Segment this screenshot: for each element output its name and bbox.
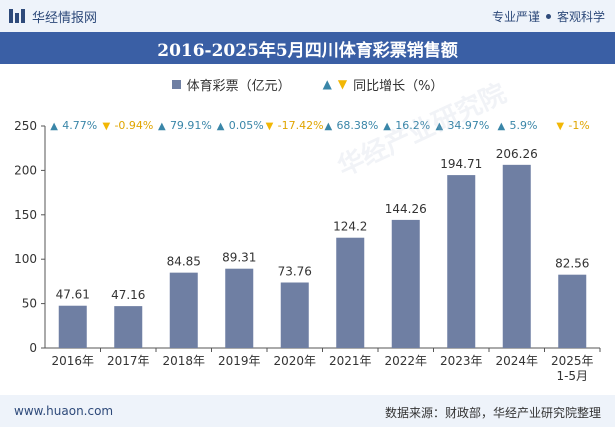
growth-up-triangle-icon: ▲ [324,121,332,132]
legend: 体育彩票（亿元） ▲ ▼ 同比增长（%） [0,74,615,94]
x-tick-label: 2023年 [440,354,483,368]
data-source: 数据来源：财政部，华经产业研究院整理 [384,406,601,420]
bar-chart: 0 50 100 150 200 250 47.61 2016年 ▲ 4.77% 47.16 2017… [14,119,601,383]
growth-up-triangle-icon: ▲ [158,121,166,132]
growth-label: 79.91% [170,119,212,132]
top-bar: 华经情报网 专业严谨 客观科学 [0,0,615,32]
x-tick-label: 2016年 [51,354,94,368]
y-tick-label: 100 [14,252,37,266]
legend-up-triangle-icon: ▲ [322,77,332,91]
y-tick-label: 0 [29,341,37,355]
tagline-right: 客观科学 [556,10,605,24]
x-tick-label: 2025年 1-5月 [551,354,594,383]
bar-value-label: 47.61 [56,288,90,302]
separator-dot-icon [545,14,551,19]
bar [558,274,587,348]
bar-value-label: 73.76 [278,265,312,279]
bar-value-label: 194.71 [440,157,482,171]
x-tick-label: 2018年 [162,354,205,368]
logo-icon [9,9,25,23]
growth-down-triangle-icon: ▼ [266,121,274,132]
x-tick-label: 2022年 [384,354,427,368]
x-tick-label: 2024年 [495,354,538,368]
bar-value-label: 89.31 [222,251,256,265]
growth-up-triangle-icon: ▲ [498,121,506,132]
growth-up-triangle-icon: ▲ [383,121,391,132]
growth-label: 0.05% [229,119,264,132]
tagline: 专业严谨 客观科学 [492,8,605,25]
growth-label: -17.42% [278,119,324,132]
growth-up-triangle-icon: ▲ [50,121,58,132]
growth-label: 4.77% [62,119,97,132]
y-tick-label: 250 [14,119,37,133]
brand-name: 华经情报网 [32,10,98,26]
bar-value-label: 144.26 [385,202,427,216]
growth-label: 16.2% [395,119,430,132]
bar [58,305,87,348]
bar [280,282,309,348]
bar [502,164,531,348]
growth-label: 34.97% [447,119,489,132]
growth-label: 5.9% [510,119,538,132]
chart-title: 2016-2025年5月四川体育彩票销售额 [157,40,458,61]
growth-label: 68.38% [336,119,378,132]
bar-value-label: 84.85 [167,255,201,269]
legend-item-growth: ▲ ▼ 同比增长（%） [323,75,444,94]
x-tick-label: 2020年 [273,354,316,368]
y-tick-label: 50 [22,297,37,311]
growth-down-triangle-icon: ▼ [102,121,110,132]
brand[interactable]: 华经情报网 [8,7,98,26]
legend-down-triangle-icon: ▼ [337,77,348,91]
legend-bars-label: 体育彩票（亿元） [186,78,291,94]
bar [391,219,420,348]
bar-value-label: 82.56 [555,257,589,271]
bar [336,237,365,348]
bar-value-label: 206.26 [496,147,538,161]
bar [447,175,476,348]
bar [225,268,254,348]
tagline-left: 专业严谨 [491,10,540,24]
x-tick-label: 2017年 [107,354,150,368]
bar [114,306,143,348]
growth-label: -0.94% [114,119,153,132]
growth-up-triangle-icon: ▲ [217,121,225,132]
growth-up-triangle-icon: ▲ [435,121,443,132]
website-link[interactable]: www.huaon.com [14,404,114,418]
footer: www.huaon.com 数据来源：财政部，华经产业研究院整理 [0,395,615,427]
growth-down-triangle-icon: ▼ [556,121,564,132]
bar-value-label: 124.2 [333,220,367,234]
x-tick-label: 2021年 [329,354,372,368]
x-tick-label: 2019年 [218,354,261,368]
bar [169,272,198,348]
legend-growth-label: 同比增长（%） [353,78,444,94]
y-tick-label: 150 [14,208,37,222]
legend-bar-swatch-icon [171,79,181,89]
growth-label: -1% [568,119,589,132]
bar-value-label: 47.16 [111,288,145,302]
legend-item-bars: 体育彩票（亿元） [171,75,291,94]
title-bar: 2016-2025年5月四川体育彩票销售额 [0,32,615,64]
y-tick-label: 200 [14,163,37,177]
